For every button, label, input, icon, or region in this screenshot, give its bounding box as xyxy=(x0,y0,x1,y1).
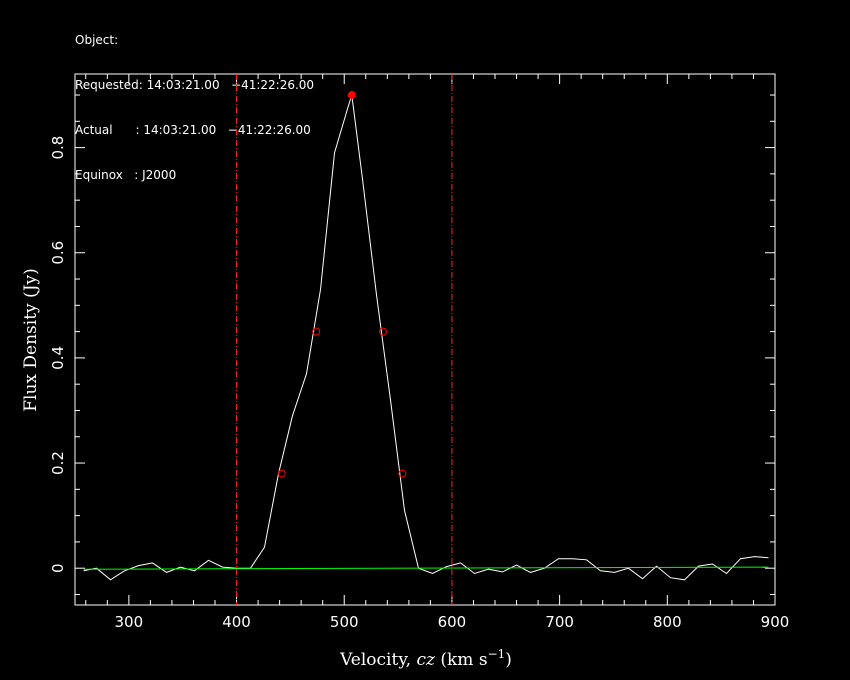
x-tick-label: 700 xyxy=(545,613,574,631)
baseline-fit-line xyxy=(83,566,769,570)
object-label: Object: xyxy=(75,33,119,47)
y-tick-label: 0.6 xyxy=(49,241,67,265)
actual-coordinates: Actual : 14:03:21.00 −41:22:26.00 xyxy=(75,123,311,137)
width-marker xyxy=(398,469,407,478)
x-tick-label: 900 xyxy=(761,613,790,631)
y-tick-label: 0.4 xyxy=(49,346,67,370)
x-tick-label: 400 xyxy=(222,613,251,631)
width-marker xyxy=(379,327,387,336)
object-header: Object: Requested: 14:03:21.00 −41:22:26… xyxy=(75,3,314,198)
width-markers xyxy=(277,91,407,478)
plot-frame xyxy=(74,73,776,606)
y-axis-title: Flux Density (Jy) xyxy=(21,268,41,412)
spectrum-series xyxy=(83,94,769,581)
velocity-range-lines xyxy=(236,74,453,605)
y-tick-label: 0 xyxy=(49,563,67,573)
x-tick-label: 500 xyxy=(330,613,359,631)
tick-labels: 300 400 500 600 700 800 900 0 0.2 0.4 0.6 0.8 xyxy=(49,136,789,631)
x-tick-label: 600 xyxy=(438,613,467,631)
x-axis-title: Velocity, cz (km s−1) xyxy=(339,647,512,670)
y-tick-label: 0.2 xyxy=(49,451,67,475)
y-tick-label: 0.8 xyxy=(49,136,67,160)
width-marker xyxy=(312,327,321,336)
peak-marker xyxy=(347,91,356,100)
spectrum-line xyxy=(83,94,769,581)
requested-coordinates: Requested: 14:03:21.00 −41:22:26.00 xyxy=(75,78,315,92)
x-tick-label: 800 xyxy=(653,613,682,631)
width-marker xyxy=(277,469,286,478)
equinox-label: Equinox : J2000 xyxy=(75,168,177,182)
x-tick-label: 300 xyxy=(115,613,144,631)
axes xyxy=(74,73,776,606)
